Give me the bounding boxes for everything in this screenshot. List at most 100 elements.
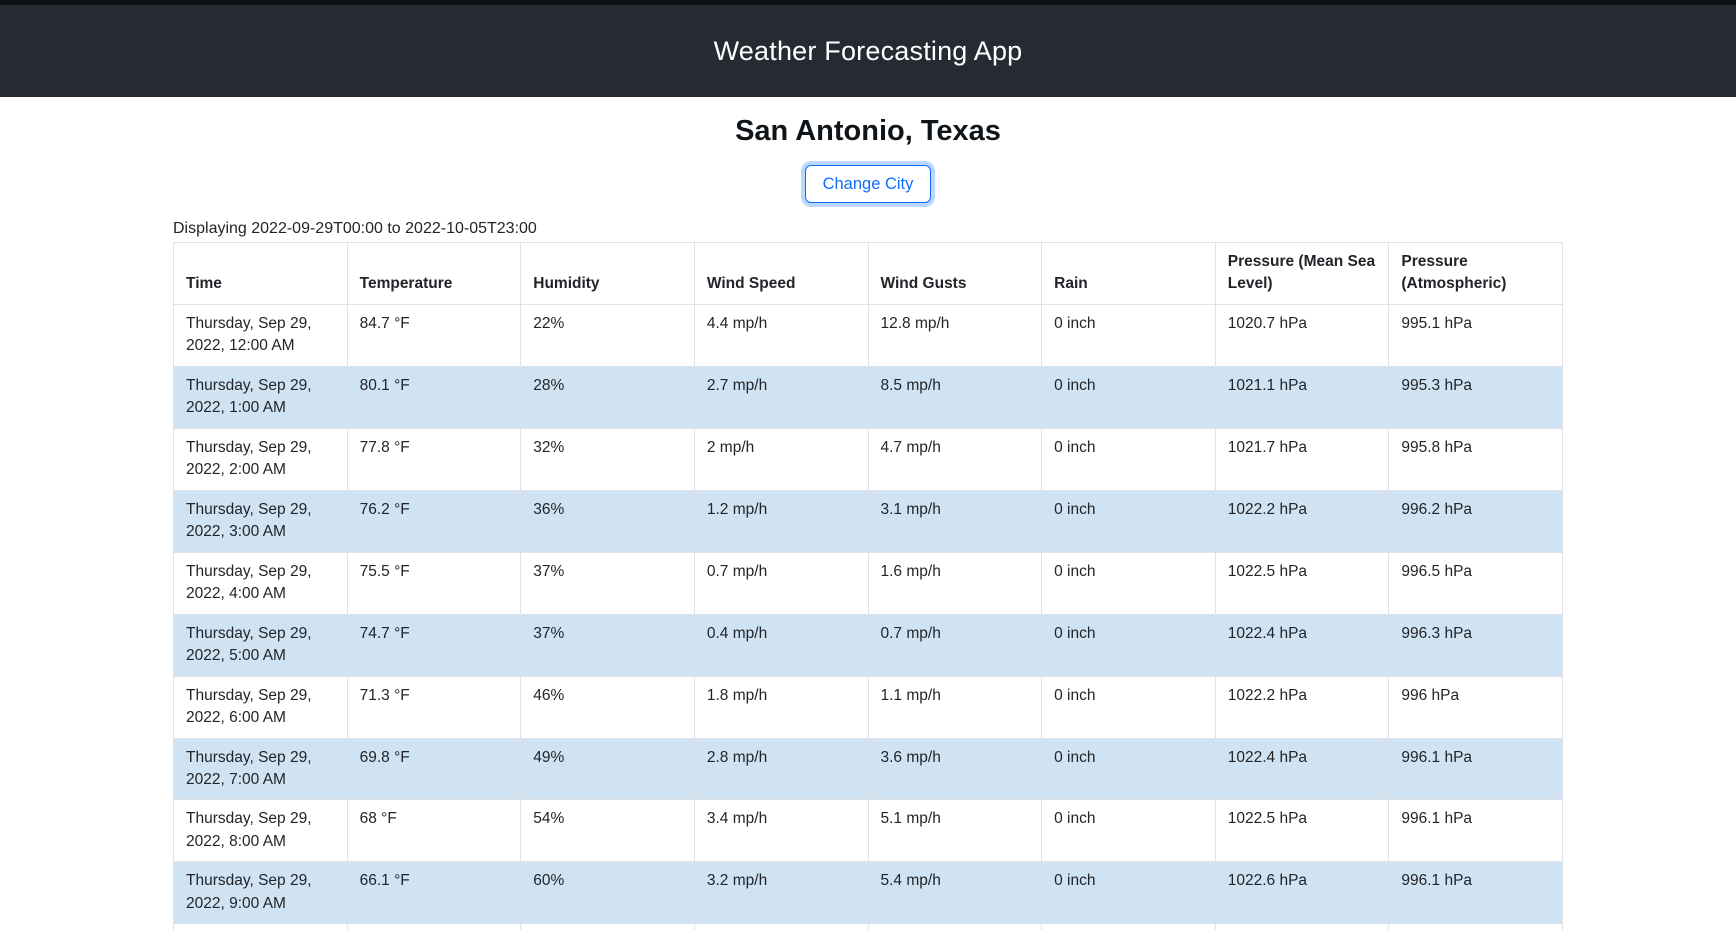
column-header: Humidity xyxy=(520,242,695,305)
table-cell: 0 inch xyxy=(1041,923,1216,930)
table-cell: 1022.5 hPa xyxy=(1214,551,1390,615)
table-cell: 0 inch xyxy=(1041,613,1216,677)
table-cell: 1.1 mp/h xyxy=(867,675,1043,739)
table-cell: 996.5 hPa xyxy=(1388,551,1563,615)
table-row: Thursday, Sep 29, 2022, 7:00 AM 69.8 °F 49… xyxy=(173,737,1563,801)
table-cell: 3.4 mp/h xyxy=(693,799,869,863)
table-cell: 1022.4 hPa xyxy=(1214,613,1390,677)
table-cell: 46% xyxy=(520,675,695,739)
table-cell: 996 hPa xyxy=(1388,675,1563,739)
table-cell: Thursday, Sep 29, 2022, 5:00 AM xyxy=(173,613,348,677)
table-cell: Thursday, Sep 29, 2022, 2:00 AM xyxy=(173,427,348,491)
table-cell: 69.8 °F xyxy=(346,737,522,801)
table-row: Thursday, Sep 29, 2022, 6:00 AM 71.3 °F 46… xyxy=(173,675,1563,739)
table-head: Time Temperature Humidity Wind Speed Wind Gu… xyxy=(173,242,1563,305)
table-cell: 996.1 hPa xyxy=(1388,737,1563,801)
table-cell: 66.1 °F xyxy=(346,861,522,925)
table-header-row: Time Temperature Humidity Wind Speed Wind Gu… xyxy=(173,242,1563,305)
table-cell: 3.6 mp/h xyxy=(867,737,1043,801)
table-cell: 995.8 hPa xyxy=(1388,923,1563,930)
table-cell: 4.7 mp/h xyxy=(867,427,1043,491)
table-cell: 1022.5 hPa xyxy=(1214,799,1390,863)
table-cell: 3.2 mp/h xyxy=(693,861,869,925)
table-cell: 32% xyxy=(520,427,695,491)
table-cell: 84.7 °F xyxy=(346,303,522,367)
table-cell: 8.5 mp/h xyxy=(867,365,1043,429)
change-city-button[interactable]: Change City xyxy=(804,165,932,203)
table-cell: 0 inch xyxy=(1041,861,1216,925)
table-cell: 4.4 mp/h xyxy=(693,303,869,367)
table-cell: 1021.7 hPa xyxy=(1214,427,1390,491)
table-cell: 71.3 °F xyxy=(346,675,522,739)
column-header: Pressure (Mean Sea Level) xyxy=(1214,242,1390,305)
table-cell: 64% xyxy=(520,923,695,930)
window-top-strip xyxy=(0,0,1736,5)
table-cell: 0 inch xyxy=(1041,737,1216,801)
app-header: Weather Forecasting App xyxy=(0,5,1736,97)
table-cell: 0 inch xyxy=(1041,551,1216,615)
table-cell: 28% xyxy=(520,365,695,429)
table-row: Thursday, Sep 29, 2022, 9:00 AM 66.1 °F 60… xyxy=(173,861,1563,925)
table-cell: 80.1 °F xyxy=(346,365,522,429)
table-cell: Thursday, Sep 29, 2022, 3:00 AM xyxy=(173,489,348,553)
table-cell: 37% xyxy=(520,551,695,615)
column-header: Time xyxy=(173,242,348,305)
main-content: San Antonio, Texas Change City Displayin… xyxy=(0,117,1736,930)
table-row: Thursday, Sep 29, 2022, 10:00 AM65.3 °F6… xyxy=(173,923,1563,930)
city-heading: San Antonio, Texas xyxy=(735,115,1001,147)
table-cell: Thursday, Sep 29, 2022, 7:00 AM xyxy=(173,737,348,801)
table-row: Thursday, Sep 29, 2022, 2:00 AM 77.8 °F 32… xyxy=(173,427,1563,491)
table-body: Thursday, Sep 29, 2022, 12:00 AM 84.7 °F 2… xyxy=(173,303,1563,930)
weather-table: Time Temperature Humidity Wind Speed Wind Gu… xyxy=(173,242,1563,930)
table-cell: 3 mp/h xyxy=(693,923,869,930)
column-header: Rain xyxy=(1041,242,1216,305)
table-section: Displaying 2022-09-29T00:00 to 2022-10-0… xyxy=(173,220,1563,930)
table-cell: 2.7 mp/h xyxy=(693,365,869,429)
table-cell: 1.8 mp/h xyxy=(693,675,869,739)
table-cell: 37% xyxy=(520,613,695,677)
table-row: Thursday, Sep 29, 2022, 4:00 AM 75.5 °F 37… xyxy=(173,551,1563,615)
table-cell: 54% xyxy=(520,799,695,863)
table-cell: 0.7 mp/h xyxy=(693,551,869,615)
table-cell: 2 mp/h xyxy=(693,427,869,491)
table-cell: 996.1 hPa xyxy=(1388,799,1563,863)
table-cell: Thursday, Sep 29, 2022, 4:00 AM xyxy=(173,551,348,615)
table-cell: 5.8 mp/h xyxy=(867,923,1043,930)
table-cell: 995.8 hPa xyxy=(1388,427,1563,491)
column-header: Temperature xyxy=(346,242,522,305)
table-cell: Thursday, Sep 29, 2022, 9:00 AM xyxy=(173,861,348,925)
column-header: Pressure (Atmospheric) xyxy=(1388,242,1563,305)
table-row: Thursday, Sep 29, 2022, 1:00 AM 80.1 °F 28… xyxy=(173,365,1563,429)
table-cell: 1020.7 hPa xyxy=(1214,303,1390,367)
table-row: Thursday, Sep 29, 2022, 12:00 AM 84.7 °F 2… xyxy=(173,303,1563,367)
table-cell: 0 inch xyxy=(1041,799,1216,863)
table-cell: 0 inch xyxy=(1041,427,1216,491)
table-cell: 0 inch xyxy=(1041,489,1216,553)
table-cell: 12.8 mp/h xyxy=(867,303,1043,367)
table-cell: 1.2 mp/h xyxy=(693,489,869,553)
table-cell: 76.2 °F xyxy=(346,489,522,553)
table-cell: 75.5 °F xyxy=(346,551,522,615)
table-cell: 0.7 mp/h xyxy=(867,613,1043,677)
table-cell: 77.8 °F xyxy=(346,427,522,491)
table-cell: 74.7 °F xyxy=(346,613,522,677)
table-cell: 5.1 mp/h xyxy=(867,799,1043,863)
table-cell: 1022.2 hPa xyxy=(1214,489,1390,553)
table-cell: 49% xyxy=(520,737,695,801)
table-cell: Thursday, Sep 29, 2022, 6:00 AM xyxy=(173,675,348,739)
table-cell: 0 inch xyxy=(1041,675,1216,739)
column-header: Wind Gusts xyxy=(867,242,1043,305)
table-cell: Thursday, Sep 29, 2022, 1:00 AM xyxy=(173,365,348,429)
table-cell: 1022.6 hPa xyxy=(1214,861,1390,925)
table-row: Thursday, Sep 29, 2022, 8:00 AM 68 °F 54% 3… xyxy=(173,799,1563,863)
table-cell: 60% xyxy=(520,861,695,925)
table-cell: Thursday, Sep 29, 2022, 8:00 AM xyxy=(173,799,348,863)
table-cell: 5.4 mp/h xyxy=(867,861,1043,925)
table-cell: 996.1 hPa xyxy=(1388,861,1563,925)
table-cell: 2.8 mp/h xyxy=(693,737,869,801)
table-cell: 68 °F xyxy=(346,799,522,863)
table-cell: Thursday, Sep 29, 2022, 12:00 AM xyxy=(173,303,348,367)
table-row: Thursday, Sep 29, 2022, 5:00 AM 74.7 °F 37… xyxy=(173,613,1563,677)
table-cell: 0.4 mp/h xyxy=(693,613,869,677)
table-cell: 0 inch xyxy=(1041,303,1216,367)
